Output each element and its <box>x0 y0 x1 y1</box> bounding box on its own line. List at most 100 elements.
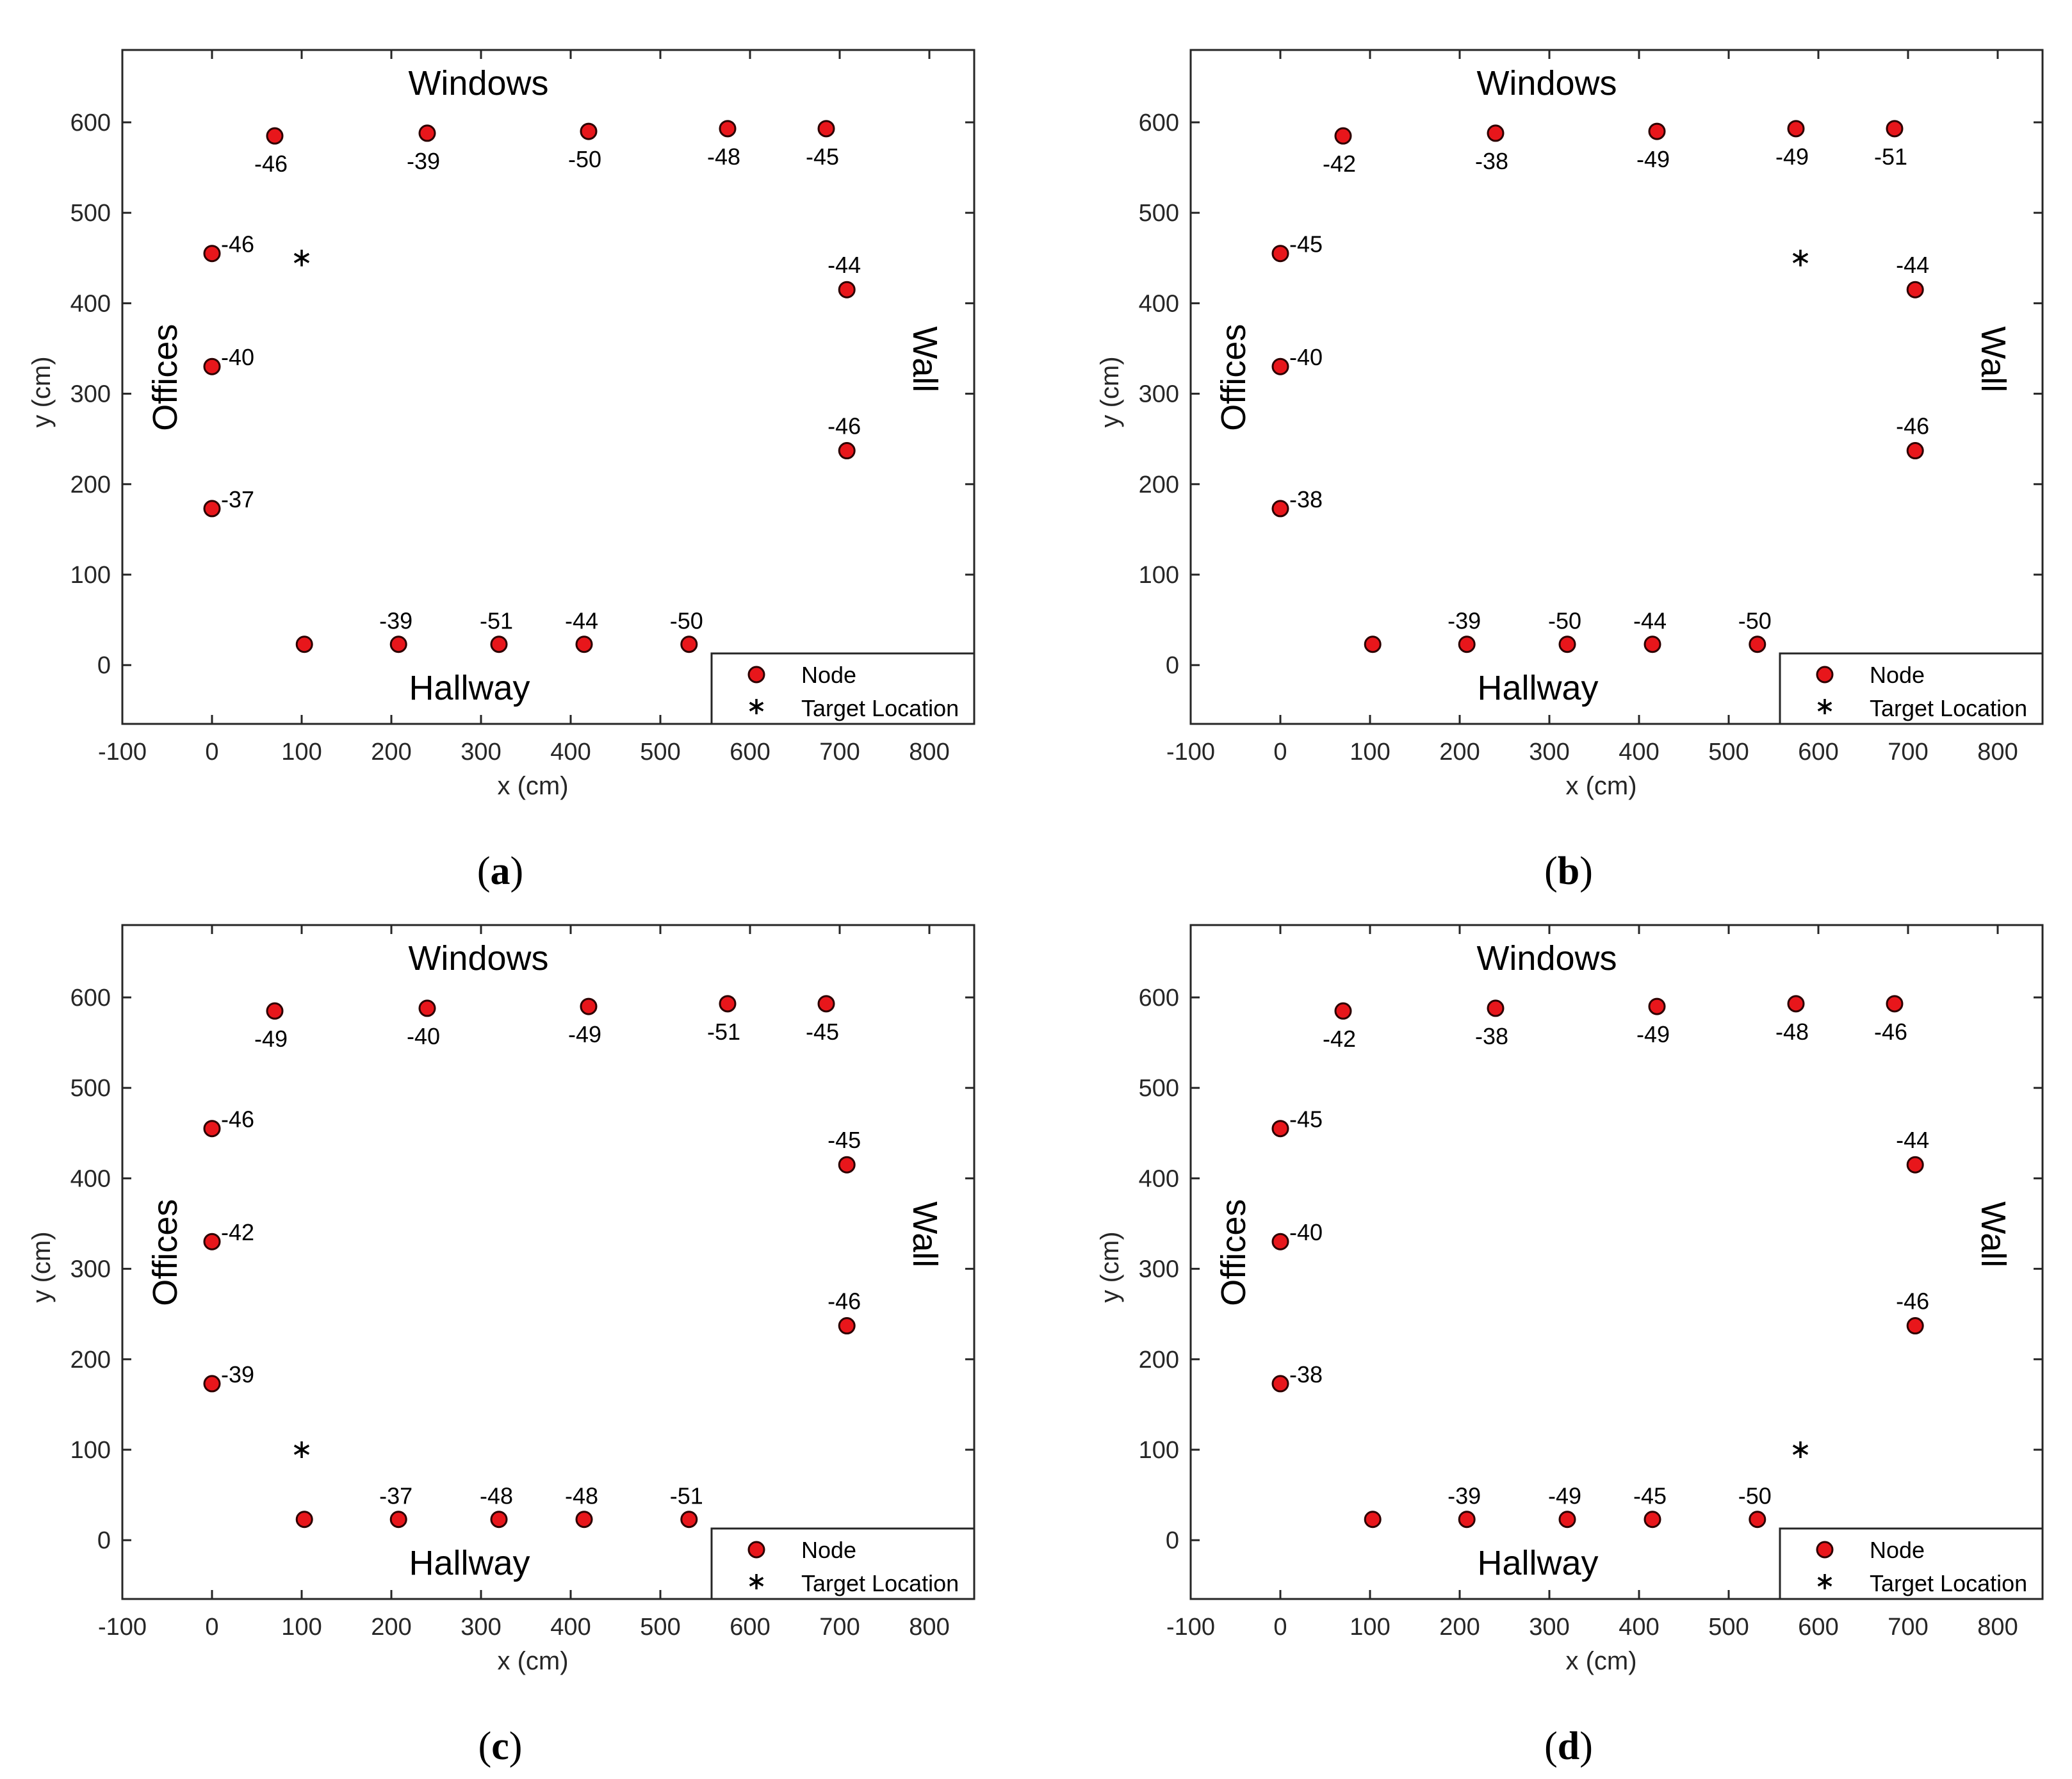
node-rssi-label: -46 <box>221 231 254 258</box>
room-label-windows: Windows <box>408 939 548 978</box>
y-tick-label: 600 <box>1139 985 1179 1012</box>
node-rssi-label: -38 <box>1475 1023 1508 1049</box>
node-rssi-label: -40 <box>407 1023 440 1049</box>
legend-node-symbol <box>747 666 765 684</box>
legend-target-stroke <box>749 1577 764 1587</box>
node-point <box>580 122 598 140</box>
y-tick-label: 500 <box>1139 200 1179 227</box>
caption-a: (a) <box>477 849 523 893</box>
y-tick-label: 500 <box>70 1075 111 1102</box>
room-label-hallway: Hallway <box>409 1544 530 1582</box>
x-tick-label: 300 <box>461 739 501 766</box>
x-tick-label: 700 <box>819 739 860 766</box>
target-marker-stroke <box>293 1444 310 1455</box>
caption-b: (b) <box>1544 849 1593 893</box>
x-tick-label: 500 <box>1708 739 1749 766</box>
x-tick-label: 200 <box>1439 739 1480 766</box>
node-rssi-label: -39 <box>1448 1483 1481 1509</box>
x-axis-label: x (cm) <box>1565 1647 1636 1675</box>
x-tick-label: 800 <box>1977 1614 2018 1641</box>
node-point <box>1271 500 1289 518</box>
x-tick-label: 700 <box>819 1614 860 1641</box>
y-tick-label: 200 <box>70 1347 111 1373</box>
room-label-offices: Offices <box>1214 324 1253 431</box>
room-label-wall: Wall <box>906 1201 944 1267</box>
node-rssi-label: -49 <box>568 1021 601 1047</box>
x-tick-label: 300 <box>461 1614 501 1641</box>
legend-node-label: Node <box>801 1537 856 1563</box>
node-rssi-label: -51 <box>1874 143 1907 170</box>
node-rssi-label: -46 <box>221 1106 254 1133</box>
node-point <box>1271 1375 1289 1393</box>
node-rssi-label: -38 <box>1289 1361 1323 1388</box>
node-rssi-label: -45 <box>828 1127 861 1153</box>
legend-node-symbol <box>1816 1541 1834 1559</box>
x-tick-label: 600 <box>730 1614 770 1641</box>
plot-area <box>121 49 975 725</box>
node-point <box>1749 635 1766 653</box>
node-point <box>1334 127 1352 145</box>
legend-target-symbol <box>749 699 764 714</box>
node-rssi-label: -37 <box>379 1483 412 1509</box>
node-rssi-label: -50 <box>1738 1483 1772 1509</box>
node-point <box>1364 635 1382 653</box>
y-tick-label: 500 <box>1139 1075 1179 1102</box>
node-rssi-label: -46 <box>1896 413 1929 439</box>
node-rssi-label: -48 <box>1775 1019 1809 1045</box>
node-rssi-label: -44 <box>565 608 598 634</box>
x-axis-label: x (cm) <box>497 772 568 800</box>
node-point <box>1648 122 1666 140</box>
x-tick-label: 600 <box>1798 1614 1838 1641</box>
node-rssi-label: -50 <box>1738 608 1772 634</box>
y-tick-label: 0 <box>1166 652 1179 679</box>
node-rssi-label: -46 <box>828 413 861 439</box>
x-tick-label: -100 <box>98 739 147 766</box>
node-rssi-label: -48 <box>707 143 740 170</box>
y-tick-label: 300 <box>1139 381 1179 408</box>
node-point <box>203 500 221 518</box>
node-point <box>1886 120 1904 138</box>
node-point <box>1458 1511 1476 1529</box>
x-axis-label: x (cm) <box>497 1647 568 1675</box>
y-tick-label: 200 <box>70 471 111 498</box>
legend-node-label: Node <box>801 662 856 688</box>
node-rssi-label: -50 <box>1548 608 1581 634</box>
node-rssi-label: -46 <box>1874 1019 1907 1045</box>
legend-target-label: Target Location <box>801 695 959 721</box>
caption-c: (c) <box>478 1725 523 1768</box>
node-rssi-label: -39 <box>221 1361 254 1388</box>
x-tick-label: 500 <box>640 739 680 766</box>
node-rssi-label: -49 <box>1775 143 1809 170</box>
x-tick-label: 700 <box>1888 739 1928 766</box>
x-tick-label: -100 <box>1166 739 1215 766</box>
x-tick-label: 0 <box>205 1614 218 1641</box>
node-point <box>1906 442 1924 460</box>
node-rssi-label: -38 <box>1475 148 1508 174</box>
panel-b: -100 0 100 200 300 400 500 600 700 800 0 100 200 300 4… <box>1096 49 2044 893</box>
y-tick-label: 400 <box>70 290 111 317</box>
legend-target-label: Target Location <box>801 1570 959 1596</box>
y-axis-label: y (cm) <box>28 356 56 427</box>
plot-area <box>1189 49 2044 725</box>
node-point <box>1648 997 1666 1015</box>
y-tick-label: 600 <box>70 985 111 1012</box>
node-point <box>1271 245 1289 263</box>
node-rssi-label: -42 <box>221 1219 254 1245</box>
node-rssi-label: -48 <box>480 1483 513 1509</box>
node-rssi-label: -46 <box>254 151 288 177</box>
y-tick-label: 600 <box>1139 110 1179 136</box>
node-point <box>1487 999 1505 1017</box>
panel-a: -100 0 100 200 300 400 500 600 700 800 0 100 200 300 4… <box>28 49 975 893</box>
node-rssi-label: -39 <box>407 148 440 174</box>
node-point <box>1558 1511 1576 1529</box>
x-tick-label: 600 <box>730 739 770 766</box>
x-tick-label: 100 <box>1350 1614 1390 1641</box>
x-tick-label: 600 <box>1798 739 1838 766</box>
panel-c: -100 0 100 200 300 400 500 600 700 800 0 100 200 300 4… <box>28 924 975 1768</box>
node-rssi-label: -37 <box>221 486 254 512</box>
y-tick-label: 0 <box>97 1527 111 1554</box>
node-point <box>1787 995 1805 1013</box>
y-tick-label: 300 <box>70 1256 111 1283</box>
y-tick-label: 300 <box>1139 1256 1179 1283</box>
y-tick-label: 400 <box>1139 1165 1179 1192</box>
